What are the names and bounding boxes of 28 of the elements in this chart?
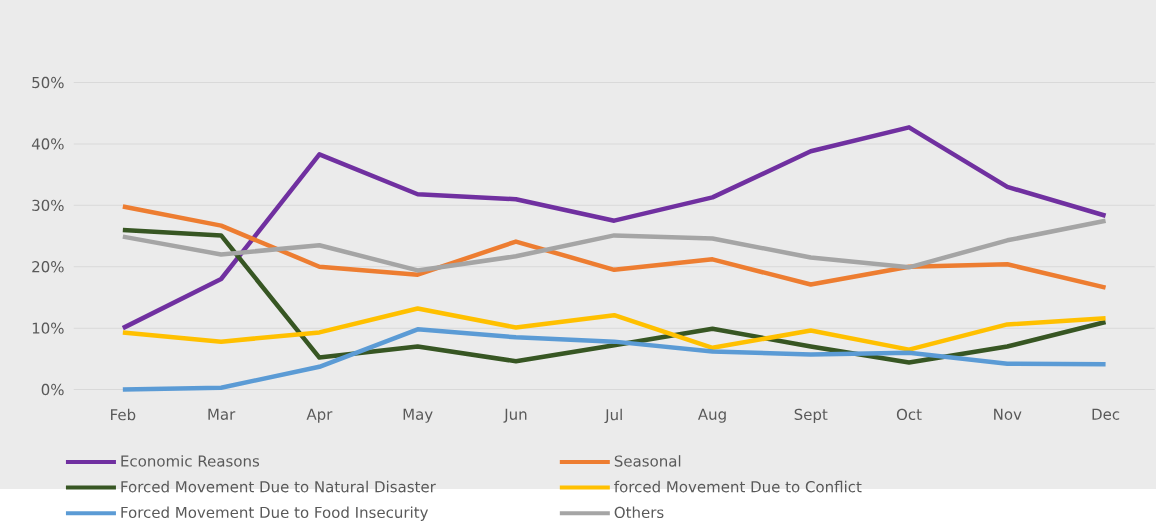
legend-label: forced Movement Due to Conflict	[614, 480, 862, 493]
line-series	[120, 204, 1108, 290]
x-tick-label: Oct	[896, 408, 922, 421]
x-tick-label: Apr	[306, 408, 333, 423]
x-tick-label: Aug	[697, 408, 726, 423]
line-series	[120, 306, 1108, 352]
x-tick-label: Feb	[111, 408, 136, 421]
y-tick-label: 30%	[32, 199, 64, 211]
legend-label: Economic Reasons	[121, 455, 260, 467]
y-tick-label: 20%	[32, 261, 64, 273]
y-tick-label: 10%	[32, 322, 64, 334]
x-tick-label: Sept	[794, 408, 828, 423]
x-tick-label: Dec	[1092, 408, 1120, 420]
y-tick-label: 0%	[41, 383, 64, 396]
legend-label: Forced Movement Due to Food Insecurity	[121, 506, 429, 521]
legend-label: Others	[614, 506, 664, 518]
x-tick-label: May	[403, 408, 433, 423]
line-series	[120, 125, 1108, 331]
y-tick-label: 50%	[32, 76, 64, 89]
line-series	[120, 327, 1108, 392]
x-tick-label: Nov	[994, 408, 1022, 420]
x-tick-label: Jul	[604, 408, 622, 424]
y-tick-label: 40%	[31, 138, 64, 150]
x-tick-label: Jun	[503, 408, 527, 423]
x-tick-label: Mar	[208, 408, 236, 420]
legend-label: Seasonal	[614, 455, 681, 467]
legend-label: Forced Movement Due to Natural Disaster	[121, 480, 436, 493]
line-series	[120, 218, 1108, 273]
